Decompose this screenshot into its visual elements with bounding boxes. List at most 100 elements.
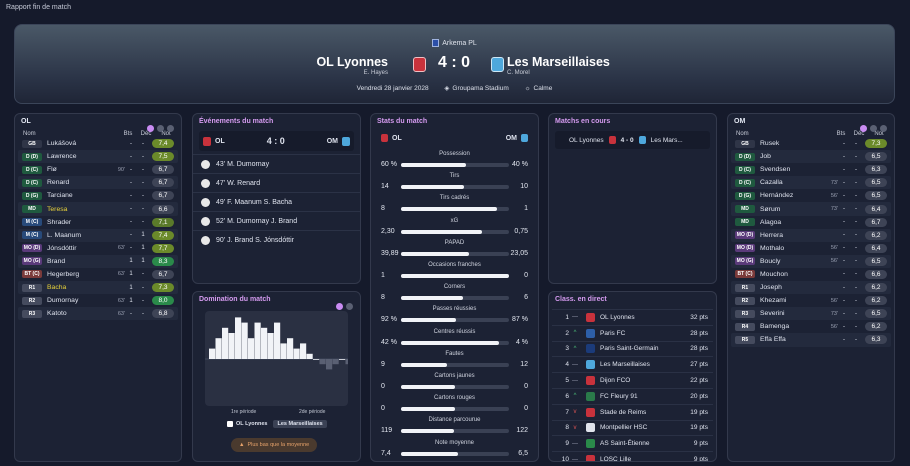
player-row[interactable]: MD Sørum 73' - -6,4	[731, 202, 891, 216]
away-team-name[interactable]: Les Marseillaises	[507, 55, 610, 69]
player-name[interactable]: Shrader	[47, 218, 72, 226]
stadium-name[interactable]: Groupama Stadium	[452, 85, 509, 92]
away-coach[interactable]: C. Morel	[507, 70, 530, 76]
player-name[interactable]: Lawrence	[47, 153, 77, 161]
table-row[interactable]: 4— Les Marseillaises 27 pts	[552, 356, 713, 372]
player-name[interactable]: Cazalla	[760, 179, 783, 187]
table-row[interactable]: 7 v Stade de Reims 19 pts	[552, 403, 713, 420]
player-row[interactable]: MO (G) Boucly 56' - -6,5	[731, 254, 891, 268]
player-row[interactable]: MO (D) Mothalo 56' - -6,4	[731, 242, 891, 255]
table-row[interactable]: 2 ^ Paris FC 28 pts	[552, 324, 713, 341]
col-not[interactable]: Not	[161, 131, 171, 137]
player-row[interactable]: R2 Dumornay 63' 1 - 8,0	[18, 294, 178, 307]
player-name[interactable]: Tarciane	[47, 192, 73, 200]
events-home[interactable]: OL	[215, 137, 225, 145]
home-team[interactable]: OL Lyonnes E. Hayes	[316, 55, 388, 76]
event-row[interactable]: 49' F. Maanum S. Bacha	[193, 192, 360, 211]
player-row[interactable]: MD Alagoa - - 6,7	[731, 216, 891, 229]
player-row[interactable]: M (C) L. Maanum - 1 7,4	[18, 228, 178, 242]
view-dot-1[interactable]	[147, 125, 154, 132]
team-name[interactable]: Stade de Reims	[600, 408, 647, 416]
player-row[interactable]: BT (C) Hegerberg 63' 1 - 6,7	[18, 268, 178, 281]
col-name[interactable]: Nom	[736, 131, 749, 137]
home-coach[interactable]: E. Hayes	[363, 70, 388, 76]
player-name[interactable]: Sørum	[760, 205, 781, 213]
player-name[interactable]: Boucly	[760, 257, 781, 265]
player-name[interactable]: L. Maanum	[47, 231, 82, 239]
player-name[interactable]: Herrera	[760, 231, 784, 239]
player-name[interactable]: Lukášová	[47, 140, 77, 148]
table-row[interactable]: 9— AS Saint-Étienne 9 pts	[552, 435, 713, 451]
player-name[interactable]: Jónsdóttir	[47, 244, 77, 252]
team-name[interactable]: Dijon FCO	[600, 377, 631, 385]
view-dot-1[interactable]	[336, 303, 343, 310]
view-dot-3[interactable]	[880, 125, 887, 132]
table-row[interactable]: 6 ^ FC Fleury 91 20 pts	[552, 387, 713, 404]
view-dot-3[interactable]	[167, 125, 174, 132]
player-name[interactable]: Teresa	[47, 205, 68, 213]
events-away[interactable]: OM	[326, 137, 338, 145]
player-name[interactable]: Hegerberg	[47, 270, 80, 278]
player-name[interactable]: Bacha	[47, 284, 67, 292]
player-row[interactable]: R3 Severini 73' - -6,5	[731, 307, 891, 321]
player-row[interactable]: D (D) Job - - 6,5	[731, 150, 891, 164]
event-row[interactable]: 90' J. Brand S. Jónsdóttir	[193, 230, 360, 249]
player-row[interactable]: R4 Bamenga 56' - -6,2	[731, 320, 891, 333]
player-row[interactable]: D (C) Svendsen - - 6,3	[731, 163, 891, 176]
player-row[interactable]: MO (G) Brand 1 1 8,3	[18, 254, 178, 268]
legend-home[interactable]: OL Lyonnes	[236, 421, 268, 427]
table-row[interactable]: 1— OL Lyonnes 32 pts	[552, 309, 713, 325]
player-row[interactable]: D (G) Hernández 56' - -6,5	[731, 189, 891, 202]
table-row[interactable]: 3 ^ Paris Saint-Germain 28 pts	[552, 340, 713, 357]
player-name[interactable]: Bamenga	[760, 323, 790, 331]
player-row[interactable]: R1 Bacha 1 - 7,3	[18, 281, 178, 295]
player-row[interactable]: R5 Effa Effa - - 6,3	[731, 333, 891, 347]
event-row[interactable]: 47' W. Renard	[193, 173, 360, 192]
player-name[interactable]: Dumornay	[47, 297, 79, 305]
player-row[interactable]: MO (D) Herrera - - 6,2	[731, 228, 891, 242]
view-dot-1[interactable]	[860, 125, 867, 132]
player-row[interactable]: GB Rusek - - 7,3	[731, 137, 891, 150]
player-name[interactable]: Mouchon	[760, 270, 788, 278]
team-name[interactable]: Paris FC	[600, 329, 626, 337]
competition-name[interactable]: Arkema PL	[442, 39, 477, 47]
player-row[interactable]: MD Teresa - - 6,6	[18, 202, 178, 216]
team-name[interactable]: Les Marseillaises	[600, 361, 650, 369]
event-row[interactable]: 43' M. Dumornay	[193, 154, 360, 173]
view-dot-2[interactable]	[157, 125, 164, 132]
player-row[interactable]: R1 Joseph - - 6,2	[731, 281, 891, 295]
player-name[interactable]: Brand	[47, 257, 66, 265]
team-name[interactable]: OL Lyonnes	[600, 313, 635, 321]
view-dot-2[interactable]	[346, 303, 353, 310]
table-row[interactable]: 8 v Montpellier HSC 19 pts	[552, 419, 713, 436]
player-name[interactable]: Job	[760, 153, 771, 161]
legend-away[interactable]: Les Marseillaises	[273, 420, 327, 428]
col-dec[interactable]: Déc	[140, 131, 152, 137]
player-row[interactable]: GB Lukášová - - 7,4	[18, 137, 178, 150]
player-name[interactable]: Svendsen	[760, 166, 791, 174]
view-dot-2[interactable]	[870, 125, 877, 132]
player-row[interactable]: D (C) Flø 90' - -6,7	[18, 163, 178, 176]
player-name[interactable]: Mothalo	[760, 244, 785, 252]
team-name[interactable]: Paris Saint-Germain	[600, 345, 659, 353]
col-dec[interactable]: Déc	[853, 131, 865, 137]
player-row[interactable]: R3 Katoto 63' - -6,8	[18, 307, 178, 321]
player-name[interactable]: Effa Effa	[760, 336, 786, 344]
stats-away[interactable]: OM	[505, 134, 517, 142]
player-name[interactable]: Severini	[760, 310, 785, 318]
player-name[interactable]: Renard	[47, 179, 70, 187]
live-match-row[interactable]: OL Lyonnes 4 - 0 Les Mars...	[555, 131, 710, 149]
table-row[interactable]: 10— LOSC Lille 9 pts	[552, 451, 713, 461]
stats-home[interactable]: OL	[392, 134, 402, 142]
away-team[interactable]: Les Marseillaises C. Morel	[507, 55, 610, 76]
player-row[interactable]: M (C) Shrader - - 7,1	[18, 216, 178, 229]
team-name[interactable]: AS Saint-Étienne	[600, 440, 650, 448]
col-bts[interactable]: Bts	[836, 131, 846, 137]
below-average-button[interactable]: ▲ Plus bas que la moyenne	[231, 438, 318, 452]
team-name[interactable]: Montpellier HSC	[600, 424, 648, 432]
player-name[interactable]: Joseph	[760, 284, 782, 292]
home-team-name[interactable]: OL Lyonnes	[316, 55, 388, 69]
team-name[interactable]: FC Fleury 91	[600, 392, 638, 400]
player-row[interactable]: D (C) Renard - - 6,7	[18, 176, 178, 190]
player-name[interactable]: Hernández	[760, 192, 794, 200]
